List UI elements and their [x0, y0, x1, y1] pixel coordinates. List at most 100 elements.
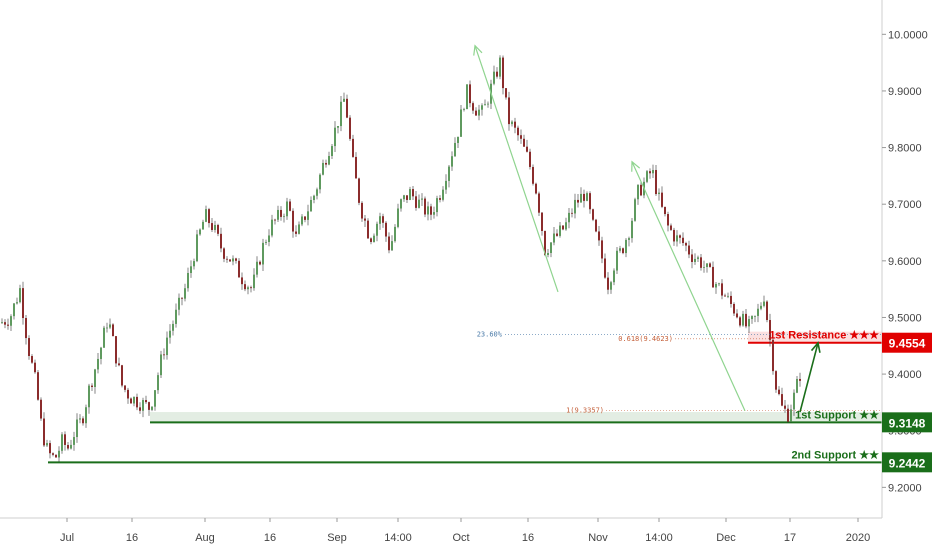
candle-body [478, 109, 480, 116]
candle-body [73, 437, 75, 445]
candle-body [295, 231, 297, 234]
candle-body [625, 239, 627, 254]
candle-body [619, 248, 621, 251]
candle-body [487, 103, 489, 105]
chart-annotations: 23.60% 0.618(9.4623) 1(9.3357) [473, 44, 882, 415]
candle-body [46, 443, 48, 446]
y-tick-label-0: 10.0000 [888, 29, 928, 41]
candle-body [142, 400, 144, 411]
candle-body [589, 193, 591, 210]
candle-body [652, 169, 654, 174]
candle-body [364, 218, 366, 221]
candle-body [247, 287, 249, 290]
candle-body [532, 166, 534, 184]
candle-body [298, 224, 300, 234]
candle-body [556, 233, 558, 236]
candle-body [10, 316, 12, 326]
candle-body [82, 418, 84, 424]
candle-body [316, 189, 318, 196]
candle-body [88, 385, 90, 408]
candle-body [238, 260, 240, 278]
candle-body [505, 88, 507, 98]
candle-body [340, 101, 342, 127]
candle-body [772, 339, 774, 372]
candle-body [241, 277, 243, 285]
candle-body [646, 171, 648, 182]
swing-arrow-0-head [473, 44, 483, 56]
candle-body [508, 97, 510, 125]
candle-body [751, 316, 753, 320]
candle-body [115, 336, 117, 364]
candle-body [349, 117, 351, 139]
candle-body [778, 389, 780, 395]
candle-body [763, 301, 765, 306]
candle-body [592, 209, 594, 220]
candle-body [700, 257, 702, 268]
candle-body [622, 248, 624, 254]
candle-body [466, 84, 468, 110]
candle-body [529, 151, 531, 167]
candle-body [472, 103, 474, 111]
candle-body [514, 121, 516, 128]
candle-body [34, 362, 36, 373]
x-tick-label-12: 2020 [846, 532, 870, 544]
candle-body [424, 198, 426, 215]
candle-body [229, 259, 231, 262]
level-bands [48, 331, 882, 464]
candle-body [454, 142, 456, 157]
y-tick-label-4: 9.6000 [888, 256, 922, 268]
level-tag-text-2: 9.2442 [889, 456, 926, 470]
candle-body [535, 183, 537, 194]
candle-body [112, 324, 114, 337]
candle-body [127, 389, 129, 399]
swing-arrow-1-shaft [631, 161, 746, 412]
candle-body [256, 261, 258, 275]
projection-arrow-shaft [799, 342, 819, 413]
candle-body [448, 166, 450, 181]
candle-body [1, 322, 3, 324]
candle-body [463, 109, 465, 110]
y-tick-label-1: 9.9000 [888, 86, 922, 98]
candle-body [283, 216, 285, 218]
candle-body [439, 198, 441, 200]
candle-body [376, 223, 378, 236]
candle-body [565, 222, 567, 230]
candle-body [685, 243, 687, 246]
candle-body [742, 313, 744, 326]
candle-body [358, 178, 360, 203]
candle-body [190, 266, 192, 273]
candle-body [694, 258, 696, 262]
candle-body [568, 212, 570, 223]
candle-body [511, 121, 513, 125]
candle-body [43, 418, 45, 446]
candle-body [292, 210, 294, 232]
candle-body [337, 126, 339, 128]
x-tick-label-8: Nov [588, 532, 608, 544]
candle-body [658, 192, 660, 195]
candle-body [61, 434, 63, 451]
candle-body [715, 283, 717, 288]
candle-body [754, 315, 756, 317]
fib-label-pct: 23.60% [477, 330, 503, 338]
candle-body [577, 199, 579, 203]
candle-body [703, 267, 705, 268]
candle-body [121, 365, 123, 386]
candle-body [325, 162, 327, 165]
candle-body [7, 324, 9, 326]
candle-body [136, 396, 138, 408]
candle-body [736, 313, 738, 318]
y-tick-label-8: 9.2000 [888, 482, 922, 494]
candle-body [172, 323, 174, 331]
candle-body [457, 136, 459, 143]
candle-body [28, 338, 30, 357]
candle-body [199, 229, 201, 235]
candle-body [481, 105, 483, 110]
price-series [1, 55, 801, 462]
candle-body [139, 407, 141, 411]
level-tag-text-0: 9.4554 [889, 337, 926, 351]
candle-body [52, 453, 54, 455]
candle-body [367, 220, 369, 239]
candle-body [586, 193, 588, 201]
x-tick-label-4: Sep [327, 532, 347, 544]
candle-body [580, 193, 582, 203]
